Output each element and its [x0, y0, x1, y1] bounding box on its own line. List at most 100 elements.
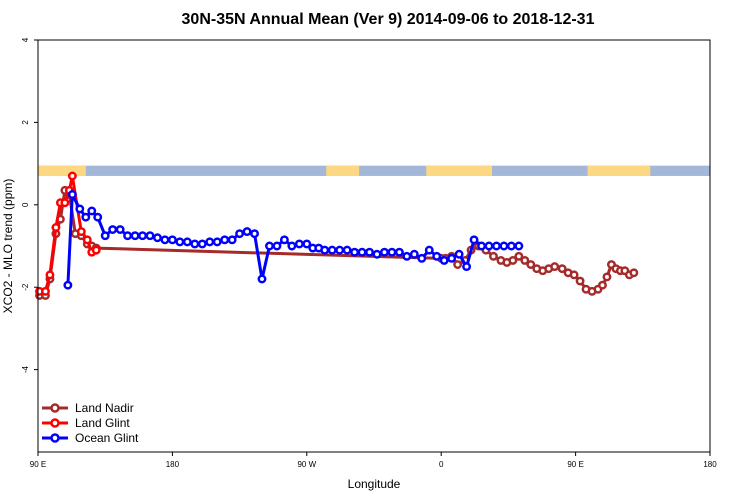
data-point	[265, 241, 274, 251]
y-tick-label: -4	[21, 365, 30, 373]
chart-title: 30N-35N Annual Mean (Ver 9) 2014-09-06 t…	[182, 11, 595, 28]
data-point	[520, 255, 530, 265]
data-point	[342, 245, 352, 255]
data-point	[302, 239, 312, 249]
band-land	[426, 165, 492, 176]
y-tick-label: 2	[21, 120, 30, 125]
data-point	[67, 190, 77, 199]
data-point	[138, 231, 147, 241]
data-point	[160, 235, 170, 245]
data-point	[484, 241, 494, 251]
data-point	[380, 247, 389, 257]
data-point	[294, 239, 304, 249]
data-point	[387, 247, 397, 257]
data-point	[372, 249, 382, 259]
data-point	[569, 270, 579, 280]
legend-swatch-marker	[50, 418, 60, 428]
legend-swatch-marker	[50, 403, 60, 413]
data-point	[153, 233, 162, 243]
data-point	[272, 241, 282, 251]
data-point	[81, 212, 91, 222]
data-point	[492, 241, 501, 251]
data-point	[447, 253, 457, 263]
data-point	[227, 235, 237, 245]
band-land	[326, 165, 360, 176]
data-point	[205, 237, 215, 247]
data-point	[439, 255, 449, 265]
data-point	[499, 241, 509, 251]
data-point	[357, 247, 367, 257]
data-point	[394, 247, 404, 257]
data-point	[41, 286, 50, 296]
legend-item: Ocean Glint	[42, 431, 139, 445]
data-point	[320, 245, 330, 255]
data-point	[75, 204, 85, 214]
data-point	[402, 251, 412, 261]
data-point	[123, 231, 133, 241]
data-point	[175, 237, 185, 247]
band-ocean	[38, 165, 710, 176]
x-axis: 90 E 180 90 W 0 90 E 180	[30, 452, 717, 469]
data-point	[220, 235, 230, 245]
y-axis-label: XCO2 - MLO trend (ppm)	[1, 179, 15, 314]
series-layer	[35, 171, 639, 300]
data-point	[350, 247, 360, 257]
data-point	[100, 231, 110, 241]
data-point	[242, 227, 252, 237]
data-point	[598, 280, 607, 290]
data-point	[424, 245, 434, 255]
data-point	[454, 249, 464, 259]
data-point	[45, 270, 55, 280]
data-point	[51, 223, 61, 232]
data-point	[453, 260, 463, 269]
x-tick-label: 180	[703, 460, 717, 469]
data-point	[235, 229, 245, 239]
legend-item: Land Nadir	[42, 401, 134, 415]
data-point	[91, 245, 101, 255]
series-land-nadir	[35, 185, 639, 300]
data-point	[514, 251, 524, 261]
data-point	[182, 237, 192, 247]
legend-swatch-marker	[50, 433, 60, 443]
data-point	[190, 239, 200, 249]
data-point	[469, 235, 479, 245]
data-point	[629, 268, 639, 278]
data-point	[60, 198, 70, 208]
data-point	[432, 251, 442, 261]
x-axis-label: Longitude	[348, 477, 401, 491]
surface-band	[38, 165, 710, 176]
data-point	[76, 227, 86, 237]
data-point	[409, 249, 419, 259]
data-point	[82, 235, 92, 245]
data-point	[327, 245, 337, 255]
x-tick-label: 90 E	[567, 460, 583, 469]
data-point	[365, 247, 374, 257]
y-tick-label: 4	[21, 37, 30, 42]
data-point	[63, 280, 73, 290]
y-tick-label: -2	[21, 283, 30, 291]
data-point	[115, 225, 125, 234]
data-point	[197, 239, 207, 249]
series-land-glint	[35, 171, 101, 296]
data-point	[212, 237, 222, 247]
data-point	[287, 241, 297, 251]
band-land	[38, 165, 86, 176]
data-point	[506, 241, 516, 251]
x-tick-label: 0	[439, 460, 444, 469]
data-point	[87, 206, 97, 216]
data-point	[250, 229, 259, 239]
legend-item: Land Glint	[42, 416, 130, 430]
data-point	[167, 235, 177, 245]
legend-label: Land Nadir	[75, 401, 134, 415]
y-tick-label: 0	[21, 202, 30, 207]
data-point	[417, 253, 427, 263]
data-point	[602, 272, 612, 282]
x-tick-label: 180	[166, 460, 180, 469]
data-point	[526, 260, 536, 269]
data-point	[462, 262, 472, 272]
data-point	[477, 241, 486, 251]
data-point	[130, 231, 140, 241]
plot-frame	[37, 39, 711, 453]
x-tick-label: 90 E	[30, 460, 46, 469]
